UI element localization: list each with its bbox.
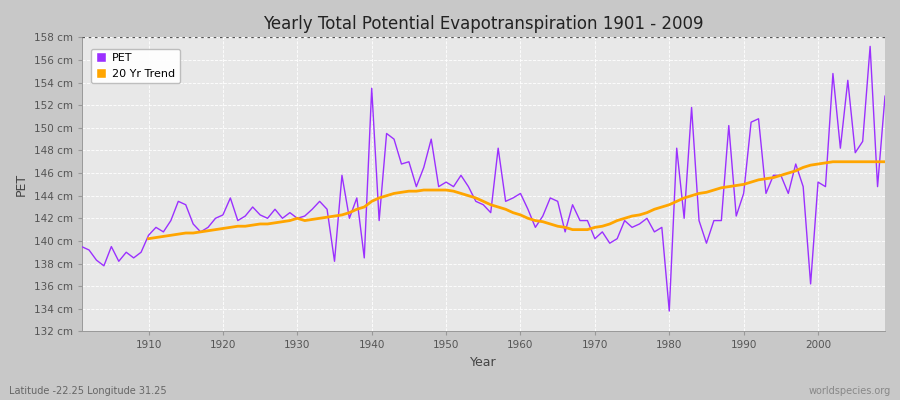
Title: Yearly Total Potential Evapotranspiration 1901 - 2009: Yearly Total Potential Evapotranspiratio…	[263, 15, 704, 33]
Text: worldspecies.org: worldspecies.org	[809, 386, 891, 396]
X-axis label: Year: Year	[470, 356, 497, 369]
Y-axis label: PET: PET	[15, 173, 28, 196]
Legend: PET, 20 Yr Trend: PET, 20 Yr Trend	[91, 49, 180, 83]
Text: Latitude -22.25 Longitude 31.25: Latitude -22.25 Longitude 31.25	[9, 386, 166, 396]
